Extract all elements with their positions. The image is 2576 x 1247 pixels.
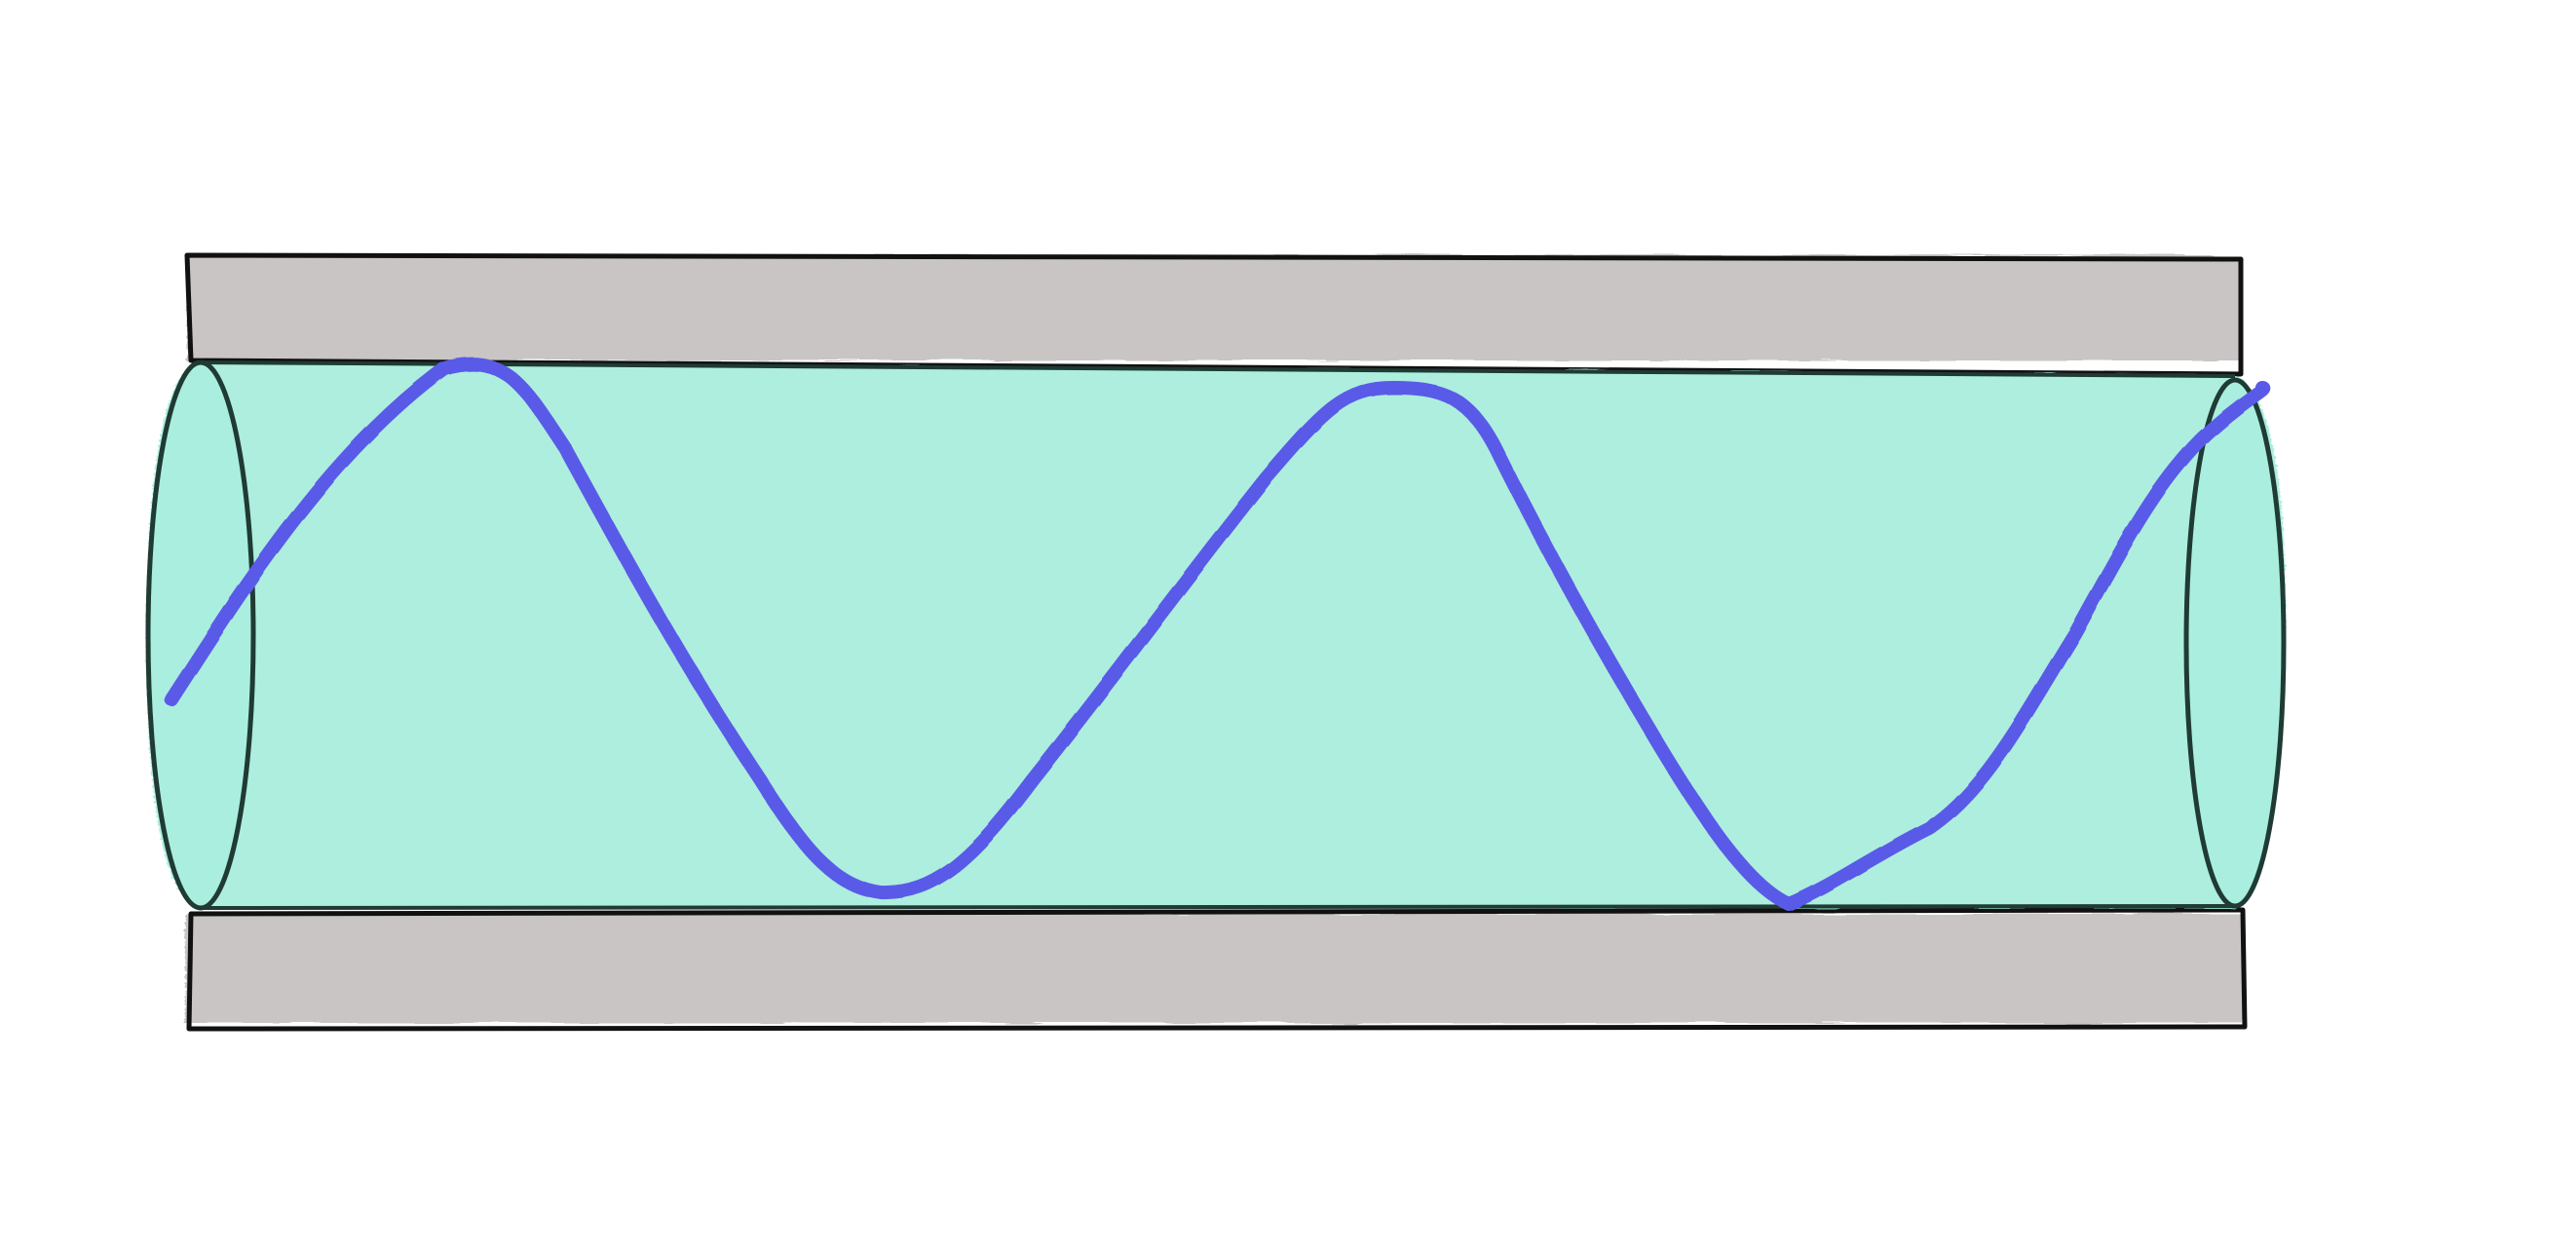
lower-cladding-plate: [185, 907, 2248, 1032]
core-right-end-ellipse: [2183, 377, 2287, 909]
core-bottom-edge: [200, 904, 2236, 910]
core-cylinder: [145, 359, 2287, 911]
lower-plate-outline: [186, 907, 2248, 1032]
core-top-edge: [200, 360, 2236, 378]
lower-plate-fill: [185, 914, 2243, 1023]
upper-cladding-plate: [184, 252, 2244, 377]
propagating-wave: [165, 357, 2271, 911]
upper-plate-outline: [184, 252, 2244, 377]
core-left-end-ellipse: [145, 359, 256, 911]
upper-plate-fill: [187, 255, 2241, 360]
core-fill: [146, 362, 2287, 908]
